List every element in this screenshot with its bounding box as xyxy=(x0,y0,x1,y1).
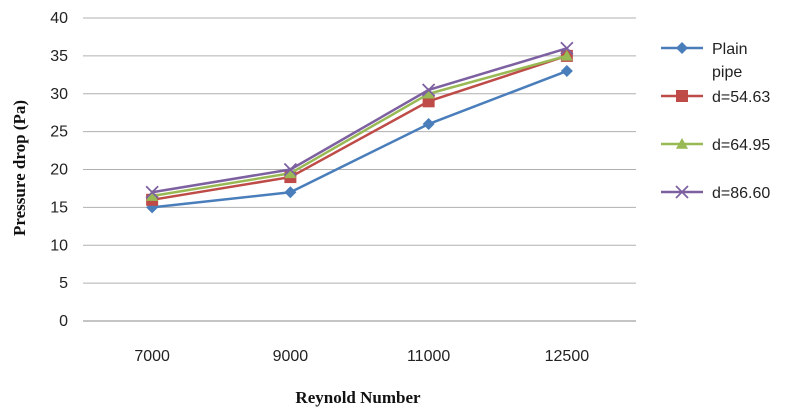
series-2-point-1 xyxy=(284,167,297,179)
legend-label: d=64.95 xyxy=(712,137,770,154)
series-0-point-2 xyxy=(422,118,435,131)
x-tick-label: 11000 xyxy=(407,348,450,365)
legend-marker-3 xyxy=(675,185,689,199)
series-line-3 xyxy=(151,47,568,194)
x-axis-title: Reynold Number xyxy=(295,388,421,407)
x-tick-label: 9000 xyxy=(273,348,309,365)
series-group xyxy=(145,41,574,214)
y-tick-label: 40 xyxy=(50,10,68,27)
grid-lines xyxy=(83,17,636,322)
series-line-1 xyxy=(151,54,568,202)
x-tick-label: 7000 xyxy=(134,348,170,365)
series-line-2 xyxy=(151,54,568,198)
series-3-point-3 xyxy=(560,41,574,55)
series-0-point-1 xyxy=(284,186,297,199)
series-2-point-3 xyxy=(560,49,573,61)
series-0-point-3 xyxy=(560,65,573,78)
y-tick-label: 10 xyxy=(50,237,68,254)
y-tick-label: 25 xyxy=(50,124,68,141)
legend-label: pipe xyxy=(712,64,742,81)
y-axis-title: Pressure drop (Pa) xyxy=(10,100,29,236)
series-2-point-2 xyxy=(422,87,435,99)
series-line-0 xyxy=(151,69,568,209)
y-tick-label: 5 xyxy=(59,275,68,292)
legend: Plain pipe d=54.63 d=64.95 d=86.60 xyxy=(661,41,770,202)
y-tick-label: 35 xyxy=(50,48,68,65)
series-2-point-0 xyxy=(146,190,159,201)
series-3-point-0 xyxy=(145,185,159,199)
x-tick-label: 12500 xyxy=(545,348,590,365)
y-tick-label: 30 xyxy=(50,86,68,103)
x-axis-ticks: 7000 9000 11000 12500 xyxy=(134,348,589,365)
legend-label: d=86.60 xyxy=(712,185,770,202)
legend-marker-0 xyxy=(676,42,688,54)
y-axis-ticks: 0 5 10 15 20 25 30 35 40 xyxy=(50,10,68,330)
y-tick-label: 15 xyxy=(50,199,68,216)
legend-marker-1 xyxy=(676,90,688,102)
series-3-point-2 xyxy=(421,83,436,97)
series-3-point-1 xyxy=(283,162,298,177)
legend-label: d=54.63 xyxy=(712,89,770,106)
legend-marker-2 xyxy=(676,138,688,149)
y-tick-label: 0 xyxy=(59,313,68,330)
legend-label: Plain xyxy=(712,41,748,58)
y-tick-label: 20 xyxy=(50,162,68,179)
